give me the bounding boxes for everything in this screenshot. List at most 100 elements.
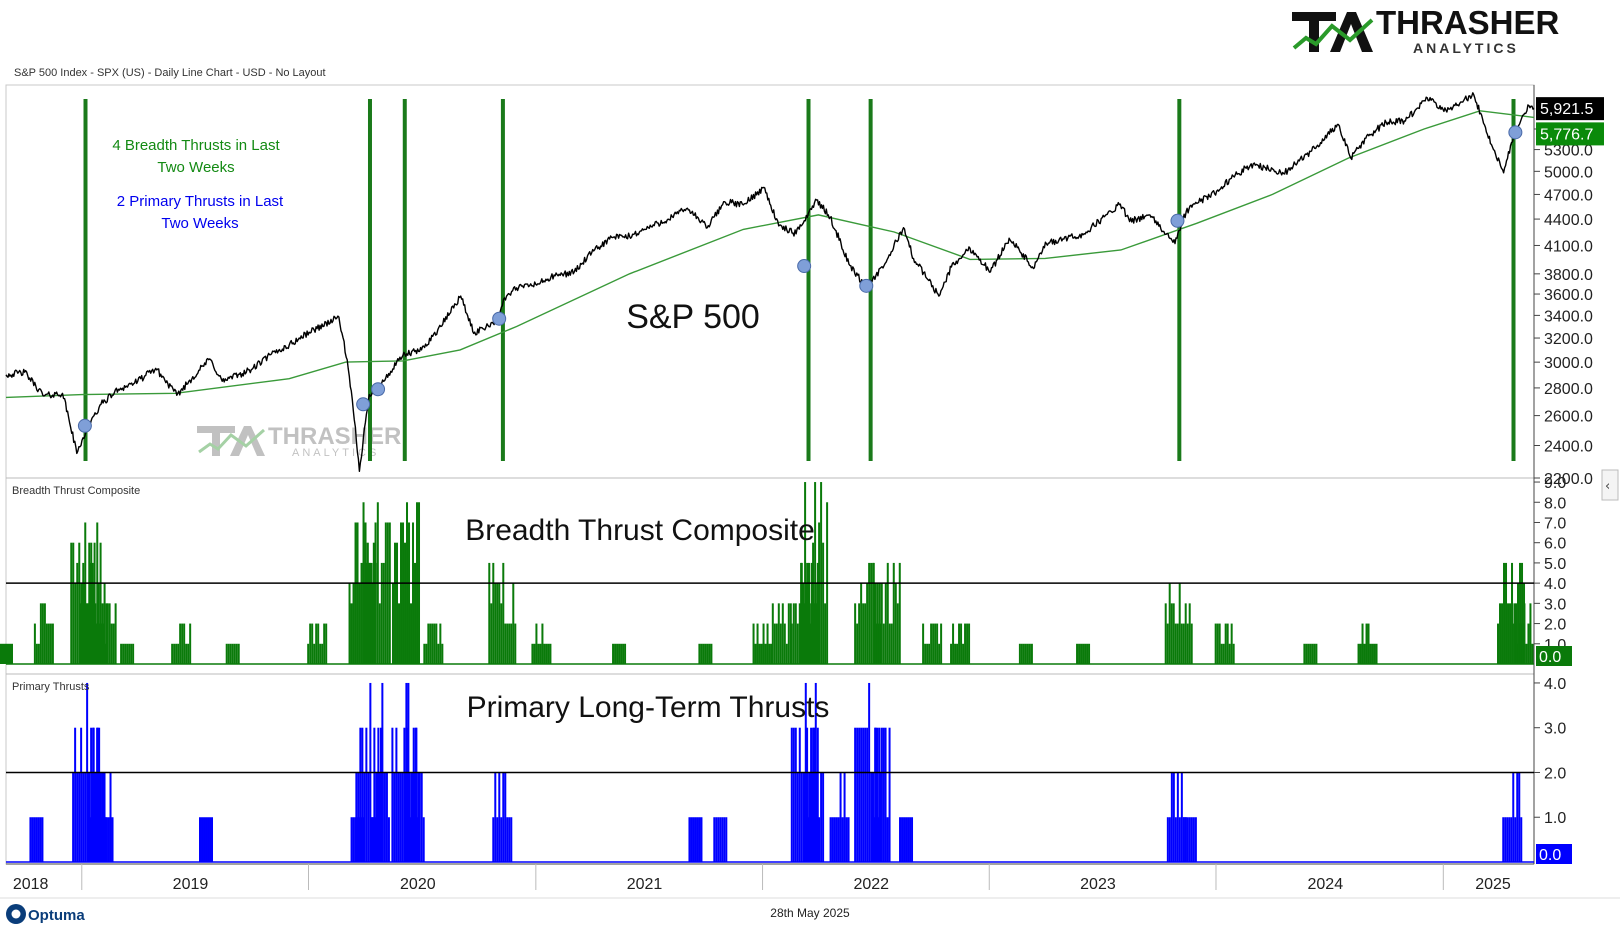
breadth-bar-0	[0, 643, 13, 664]
breadth-bar-6	[171, 623, 192, 664]
primary-last-value-label: 0.0	[1539, 847, 1561, 864]
price-ytick-label-5: 3200.0	[1544, 331, 1593, 348]
signal-dot-4	[797, 259, 812, 274]
breadth-bar-25	[1018, 643, 1033, 664]
breadth-ytick-label-4: 5.0	[1544, 556, 1566, 573]
breadth-bar-17	[752, 623, 773, 664]
breadth-bar-24	[950, 623, 971, 664]
price-ytick-label-2: 2600.0	[1544, 409, 1593, 426]
logo-mark-icon	[1292, 12, 1374, 52]
primary-last-value-box	[1536, 844, 1572, 864]
primary-bar-21	[1502, 772, 1523, 862]
x-axis: 2018 2019 2020 2021 2022 2023 2024 2025	[6, 863, 1534, 893]
signal-dot-0	[77, 418, 92, 433]
breadth-last-value-label: 0.0	[1539, 649, 1561, 666]
primary-note-line1: 2 Primary Thrusts in Last	[117, 193, 284, 210]
price-ytick-label-1: 2400.0	[1544, 438, 1593, 455]
breadth-bar-1	[33, 603, 54, 664]
price-panel: 2200.0 2400.0 2600.0 2800.0 3000.0 3200.0 3400…	[5, 92, 1604, 488]
breadth-bar-20	[800, 482, 829, 664]
price-ytick-label-12: 5000.0	[1544, 164, 1593, 181]
logo-sub: ANALYTICS	[1413, 40, 1519, 56]
price-ytick-label-10: 4400.0	[1544, 212, 1593, 229]
x-tick-label-5: 2023	[1080, 876, 1116, 893]
primary-bar-0	[29, 817, 44, 862]
breadth-bar-5	[120, 643, 135, 664]
primary-ytick-label-0: 1.0	[1544, 810, 1566, 827]
last-price-label: 5,921.5	[1540, 101, 1593, 118]
breadth-bar-13	[488, 562, 517, 664]
primary-ytick-label-2: 3.0	[1544, 721, 1566, 738]
logo-name: THRASHER	[1376, 4, 1560, 41]
thrasher-logo: THRASHER ANALYTICS	[1292, 4, 1560, 56]
breadth-ytick-label-2: 3.0	[1544, 596, 1566, 613]
breadth-ytick-label-7: 8.0	[1544, 495, 1566, 512]
price-ytick-label-7: 3600.0	[1544, 287, 1593, 304]
breadth-ytick-label-8: 9.0	[1544, 475, 1566, 492]
breadth-ytick-label-3: 4.0	[1544, 576, 1566, 593]
breadth-ytick-label-5: 6.0	[1544, 536, 1566, 553]
chart-title: S&P 500 Index - SPX (US) - Daily Line Ch…	[14, 67, 326, 79]
breadth-note-line2: Two Weeks	[157, 159, 234, 176]
primary-bar-7	[369, 727, 390, 862]
breadth-last-value-box	[1536, 646, 1572, 666]
primary-bar-17	[870, 727, 891, 862]
breadth-bar-32	[1513, 603, 1534, 664]
breadth-bar-23	[922, 623, 943, 664]
primary-bar-11	[688, 817, 703, 862]
breadth-bar-18	[771, 603, 792, 664]
primary-bar-18	[899, 817, 914, 862]
optuma-logo: Optuma	[6, 904, 85, 924]
breadth-bar-8	[307, 623, 328, 664]
signal-dot-7	[1508, 125, 1523, 140]
x-tick-label-3: 2021	[627, 876, 663, 893]
x-tick-label-0: 2018	[13, 876, 49, 893]
price-panel-title: S&P 500	[626, 298, 760, 336]
price-ytick-label-13: 5300.0	[1544, 143, 1593, 160]
breadth-bar-15	[612, 643, 627, 664]
x-tick-label-1: 2019	[173, 876, 209, 893]
watermark-sub: ANALYTICS	[292, 447, 379, 459]
breadth-bar-26	[1076, 643, 1091, 664]
primary-note-line2: Two Weeks	[161, 215, 238, 232]
x-tick-label-6: 2024	[1308, 876, 1344, 893]
ma-value-box	[1536, 122, 1604, 146]
watermark-logo: THRASHER ANALYTICS	[197, 423, 401, 459]
breadth-bar-22	[872, 562, 901, 664]
price-ytick-label-9: 4100.0	[1544, 238, 1593, 255]
moving-average-line	[5, 110, 1535, 399]
signal-dot-1	[356, 397, 371, 412]
breadth-bar-7	[225, 643, 240, 664]
breadth-panel-title: Breadth Thrust Composite	[465, 514, 815, 547]
signal-dot-5	[859, 278, 874, 293]
signal-dot-2	[371, 382, 386, 397]
primary-bar-15	[829, 772, 850, 862]
breadth-bar-29	[1303, 643, 1318, 664]
breadth-panel-label: Breadth Thrust Composite	[12, 485, 140, 497]
primary-bar-9	[404, 727, 425, 862]
breadth-bar-27	[1164, 583, 1193, 664]
price-ytick-label-8: 3800.0	[1544, 267, 1593, 284]
breadth-note-line1: 4 Breadth Thrusts in Last	[112, 137, 280, 154]
x-tick-label-2: 2020	[400, 876, 436, 893]
breadth-bar-14	[531, 623, 552, 664]
primary-bar-14	[804, 727, 825, 862]
breadth-ytick-label-6: 7.0	[1544, 515, 1566, 532]
price-ytick-label-6: 3400.0	[1544, 308, 1593, 325]
breadth-ytick-label-1: 2.0	[1544, 617, 1566, 634]
breadth-bar-28	[1214, 623, 1235, 664]
chevron-left-icon: ‹	[1605, 479, 1610, 494]
breadth-bar-12	[423, 623, 444, 664]
signal-dot-6	[1170, 213, 1185, 228]
primary-panel-title: Primary Long-Term Thrusts	[467, 691, 830, 724]
price-ytick-label-11: 4700.0	[1544, 187, 1593, 204]
price-ytick-label-4: 3000.0	[1544, 355, 1593, 372]
breadth-bar-4	[96, 603, 117, 664]
last-price-box	[1536, 97, 1604, 121]
primary-bar-4	[199, 817, 214, 862]
collapse-toggle[interactable]	[1601, 469, 1619, 501]
primary-panel: 1.0 2.0 3.0 4.0 0.0 Primary Thrusts Primary Lo…	[6, 676, 1572, 864]
breadth-bar-16	[698, 643, 713, 664]
primary-bar-10	[492, 772, 513, 862]
